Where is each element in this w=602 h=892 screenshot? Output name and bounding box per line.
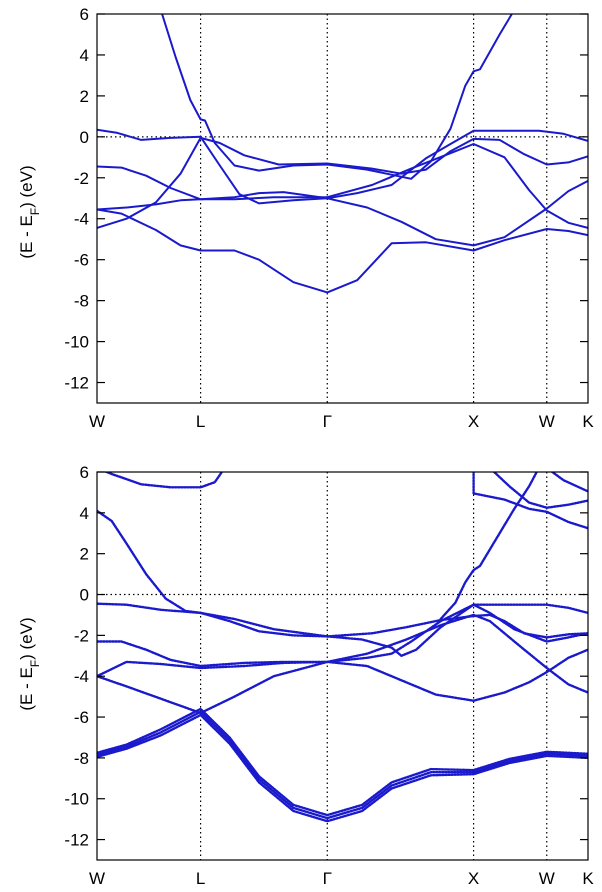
y-tick-label: 4 — [80, 504, 89, 523]
x-kpoint-label-1: L — [196, 869, 205, 888]
y-tick-label: -10 — [64, 790, 89, 809]
y-tick-label: 2 — [80, 545, 89, 564]
band-line-0 — [97, 707, 588, 817]
band-line-0 — [97, 136, 588, 229]
y-tick-label: 2 — [80, 87, 89, 106]
plot-frame — [96, 13, 589, 404]
y-tick-label: -10 — [64, 333, 89, 352]
plot-frame — [96, 471, 589, 861]
band-line-3 — [97, 648, 588, 715]
band-line-4 — [97, 128, 588, 205]
y-tick-label: -2 — [74, 169, 89, 188]
band-line-10 — [472, 472, 588, 530]
x-kpoint-label-0: W — [89, 869, 105, 888]
band-line-2 — [97, 179, 588, 247]
y-tick-label: 4 — [80, 46, 89, 65]
y-tick-label: 0 — [80, 128, 89, 147]
y-tick-label: -8 — [74, 749, 89, 768]
y-tick-label: 6 — [80, 463, 89, 482]
y-tick-label: -4 — [74, 667, 89, 686]
x-kpoint-label-0: W — [89, 412, 105, 431]
x-kpoint-label-2: Γ — [323, 869, 332, 888]
x-kpoint-label-1: L — [196, 412, 205, 431]
x-kpoint-label-5: K — [582, 869, 594, 888]
x-kpoint-label-4: W — [539, 869, 555, 888]
band-line-8 — [439, 472, 539, 621]
band-line-7 — [97, 509, 588, 639]
band-line-3 — [97, 143, 588, 229]
bands-group — [97, 472, 588, 823]
y-tick-label: -2 — [74, 626, 89, 645]
band-line-1 — [97, 208, 588, 294]
bands-group — [97, 14, 588, 294]
y-axis-label: (E - EF) (eV) — [17, 617, 42, 710]
x-kpoint-label-3: X — [468, 869, 479, 888]
band-line-12 — [550, 472, 588, 493]
y-tick-label: -8 — [74, 292, 89, 311]
y-tick-label: -4 — [74, 210, 89, 229]
y-axis-label: (E - EF) (eV) — [17, 165, 42, 258]
y-tick-label: -6 — [74, 708, 89, 727]
band-line-11 — [492, 472, 588, 509]
x-kpoint-label-5: K — [582, 412, 594, 431]
y-tick-label: 0 — [80, 586, 89, 605]
y-tick-label: -12 — [64, 374, 89, 393]
band-line-5 — [161, 14, 514, 180]
x-kpoint-label-3: X — [468, 412, 479, 431]
y-tick-label: 6 — [80, 5, 89, 24]
band-line-1 — [97, 710, 588, 820]
y-tick-label: -12 — [64, 831, 89, 850]
x-kpoint-label-2: Γ — [323, 412, 332, 431]
x-kpoint-label-4: W — [539, 412, 555, 431]
band-line-9 — [103, 472, 224, 489]
band-line-2 — [97, 713, 588, 823]
y-tick-label: -6 — [74, 251, 89, 270]
